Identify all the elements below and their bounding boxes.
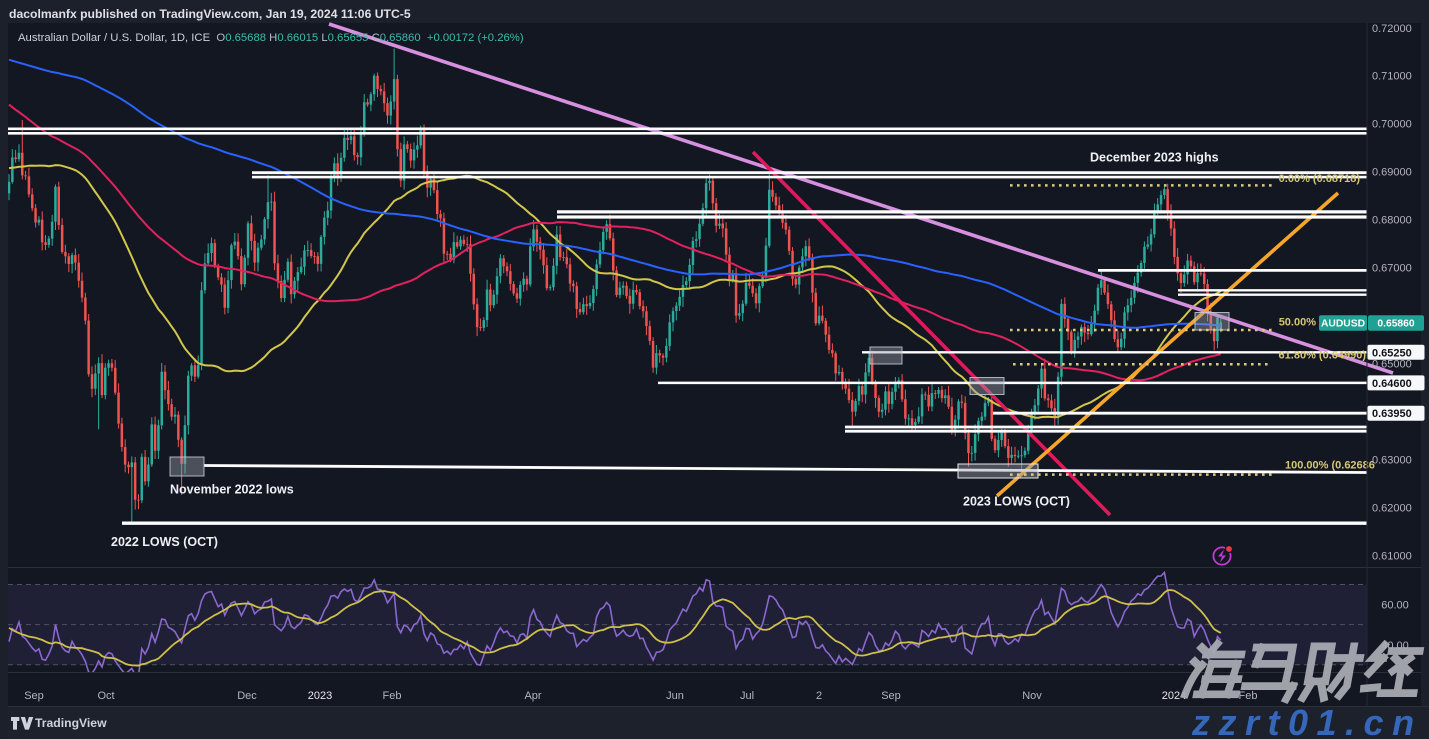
svg-text:0.65250: 0.65250: [1372, 347, 1412, 359]
svg-text:0.72000: 0.72000: [1372, 23, 1412, 35]
svg-text:0.65000: 0.65000: [1372, 359, 1412, 371]
svg-text:0.63950: 0.63950: [1372, 408, 1412, 420]
svg-text:Sep: Sep: [881, 690, 901, 702]
svg-text:Sep: Sep: [24, 690, 44, 702]
svg-text:Feb: Feb: [1239, 690, 1258, 702]
svg-text:2022 LOWS (OCT): 2022 LOWS (OCT): [111, 535, 218, 549]
svg-text:0.61000: 0.61000: [1372, 550, 1412, 562]
svg-text:0.68000: 0.68000: [1372, 214, 1412, 226]
svg-text:November 2022 lows: November 2022 lows: [170, 483, 294, 497]
svg-text:2023 LOWS (OCT): 2023 LOWS (OCT): [963, 495, 1070, 509]
svg-text:61.80% (0.64990): 61.80% (0.64990): [1279, 350, 1367, 362]
svg-text:Apr: Apr: [524, 690, 541, 702]
svg-text:0.65860: 0.65860: [1377, 319, 1414, 330]
svg-text:AUDUSD: AUDUSD: [1321, 319, 1365, 330]
svg-text:Australian Dollar / U.S. Dolla: Australian Dollar / U.S. Dollar, 1D, ICE…: [18, 32, 524, 44]
svg-text:2024: 2024: [1162, 690, 1186, 702]
svg-text:2: 2: [816, 690, 822, 702]
svg-text:Jun: Jun: [666, 690, 684, 702]
svg-text:Nov: Nov: [1022, 690, 1042, 702]
svg-text:0.64600: 0.64600: [1372, 378, 1412, 390]
svg-text:0.69000: 0.69000: [1372, 167, 1412, 179]
svg-text:Oct: Oct: [97, 690, 114, 702]
svg-text:Dec: Dec: [237, 690, 257, 702]
svg-text:dacolmanfx published on Tradin: dacolmanfx published on TradingView.com,…: [9, 7, 411, 21]
svg-text:TradingView: TradingView: [35, 716, 107, 730]
svg-text:2023: 2023: [308, 690, 332, 702]
svg-text:0.62000: 0.62000: [1372, 502, 1412, 514]
svg-text:0.71000: 0.71000: [1372, 71, 1412, 83]
svg-text:Jul: Jul: [740, 690, 754, 702]
svg-text:zzrt01.cn: zzrt01.cn: [1191, 702, 1423, 739]
svg-text:100.00% (0.62686: 100.00% (0.62686: [1285, 460, 1375, 472]
svg-text:0.63000: 0.63000: [1372, 455, 1412, 467]
svg-text:0.67000: 0.67000: [1372, 262, 1412, 274]
svg-text:60.00: 60.00: [1381, 600, 1409, 612]
svg-text:50.00%: 50.00%: [1279, 317, 1317, 329]
svg-text:December 2023 highs: December 2023 highs: [1090, 151, 1219, 165]
svg-text:0.70000: 0.70000: [1372, 119, 1412, 131]
svg-text:0.00% (0.68718): 0.00% (0.68718): [1279, 173, 1361, 185]
svg-text:Feb: Feb: [383, 690, 402, 702]
